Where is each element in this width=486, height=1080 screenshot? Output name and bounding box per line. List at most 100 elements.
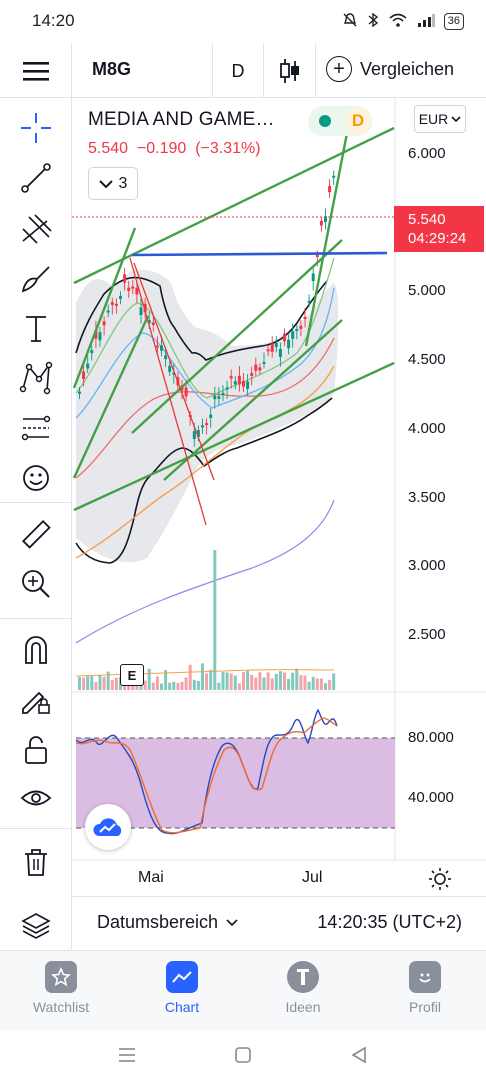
volume-bar (332, 673, 336, 690)
nav-profile[interactable]: Profil (370, 961, 480, 1015)
volume-bar (114, 677, 118, 690)
timezone-clock[interactable]: 14:20:35 (UTC+2) (317, 912, 462, 932)
volume-ma-line (75, 669, 335, 677)
current-price-label: 5.540 04:29:24 (394, 206, 484, 252)
candle (90, 350, 94, 354)
menu-button[interactable] (0, 44, 72, 98)
candle (332, 175, 336, 178)
candle (274, 342, 278, 347)
bluetooth-icon (367, 12, 379, 31)
market-status-pill[interactable]: D (308, 106, 372, 136)
candle (258, 367, 262, 371)
candle (123, 274, 127, 283)
candle (168, 365, 172, 372)
volume-bar (229, 673, 233, 690)
lock-drawings-tool[interactable] (14, 678, 58, 722)
volume-bar (299, 674, 303, 690)
chart-settings-button[interactable] (427, 866, 453, 892)
volume-bar (110, 680, 114, 690)
time-axis-label: Jul (302, 869, 323, 886)
trendline-tool[interactable] (14, 156, 58, 200)
magnet-tool[interactable] (14, 628, 58, 672)
chevron-down-icon (98, 179, 113, 188)
lock-all-tool[interactable] (14, 728, 58, 772)
symbol-search-button[interactable]: M8G (92, 59, 132, 79)
candle (147, 320, 151, 324)
bollinger-lower-line (75, 397, 333, 564)
chart-type-button[interactable] (264, 44, 316, 98)
home-button[interactable] (230, 1042, 256, 1068)
candle (192, 431, 196, 439)
indicator-count: 3 (118, 174, 128, 192)
candle (110, 302, 114, 305)
symbol-legend-values: 5.540 −0.190 (−3.31%) (88, 140, 261, 158)
candle (151, 322, 155, 325)
pattern-tool[interactable] (14, 356, 58, 400)
pitchfork-tool[interactable] (14, 206, 58, 250)
chart-toolbar: M8G D + Vergleichen (0, 44, 486, 98)
volume-bar (233, 675, 237, 690)
fib-tool[interactable] (14, 406, 58, 450)
smiley-icon (409, 961, 441, 993)
volume-bar (262, 677, 266, 690)
delayed-data-badge: D (345, 108, 371, 134)
measure-tool[interactable] (14, 512, 58, 556)
symbol-legend-title[interactable]: MEDIA AND GAME… (88, 109, 275, 130)
hamburger-icon (22, 62, 49, 81)
volume-bar (254, 677, 258, 690)
system-navigation-bar (0, 1030, 486, 1080)
volume-bar (102, 676, 106, 690)
compare-button[interactable]: + Vergleichen (326, 56, 454, 82)
nav-chart[interactable]: Chart (127, 961, 237, 1015)
volume-bar (266, 672, 270, 690)
volume-bar (328, 680, 332, 690)
candle (311, 273, 315, 282)
candle (164, 355, 168, 360)
volume-bar (188, 664, 192, 690)
date-range-button[interactable]: Datumsbereich (97, 912, 238, 933)
volume-bar (307, 681, 311, 690)
candle (229, 376, 233, 379)
volume-bar (98, 675, 102, 690)
status-icons: 36 (342, 12, 464, 31)
nav-profile-label: Profil (409, 999, 441, 1015)
tradingview-logo[interactable] (85, 804, 131, 850)
volume-bar (258, 672, 262, 690)
visibility-tool[interactable] (14, 778, 58, 822)
volume-bar (205, 673, 209, 690)
price-axis-tick: 3.000 (408, 557, 446, 574)
candle (307, 300, 311, 303)
price-axis-tick: 4.500 (408, 351, 446, 368)
recents-button[interactable] (114, 1042, 140, 1068)
crosshair-tool[interactable] (14, 106, 58, 150)
candle (209, 414, 213, 418)
text-tool[interactable] (14, 306, 58, 350)
candle (266, 349, 270, 352)
candle (196, 430, 200, 437)
volume-bar (94, 682, 98, 690)
brush-tool[interactable] (14, 256, 58, 300)
zoom-in-icon (22, 570, 50, 598)
nav-watchlist[interactable]: Watchlist (6, 961, 116, 1015)
status-bar: 14:20 36 (0, 0, 486, 44)
candle (86, 363, 90, 369)
legend-change-pct: (−3.31%) (195, 140, 261, 157)
interval-button[interactable]: D (212, 44, 264, 98)
back-button[interactable] (346, 1042, 372, 1068)
object-tree-tool[interactable] (14, 904, 58, 948)
delete-tool[interactable] (14, 840, 58, 884)
indicators-toggle-button[interactable]: 3 (88, 167, 138, 200)
nav-ideas[interactable]: Ideen (248, 961, 358, 1015)
currency-button[interactable]: EUR (414, 105, 466, 133)
compare-label: Vergleichen (360, 58, 455, 79)
candles-group (78, 170, 336, 447)
star-icon (45, 961, 77, 993)
earnings-marker[interactable]: E (120, 664, 144, 686)
pitchfork-icon (22, 214, 52, 244)
chevron-down-icon (451, 115, 461, 122)
zoom-tool[interactable] (14, 562, 58, 606)
emoji-tool[interactable] (14, 456, 58, 500)
price-axis-tick: 2.500 (408, 626, 446, 643)
volume-bar (82, 677, 86, 690)
volume-bar (155, 676, 159, 690)
